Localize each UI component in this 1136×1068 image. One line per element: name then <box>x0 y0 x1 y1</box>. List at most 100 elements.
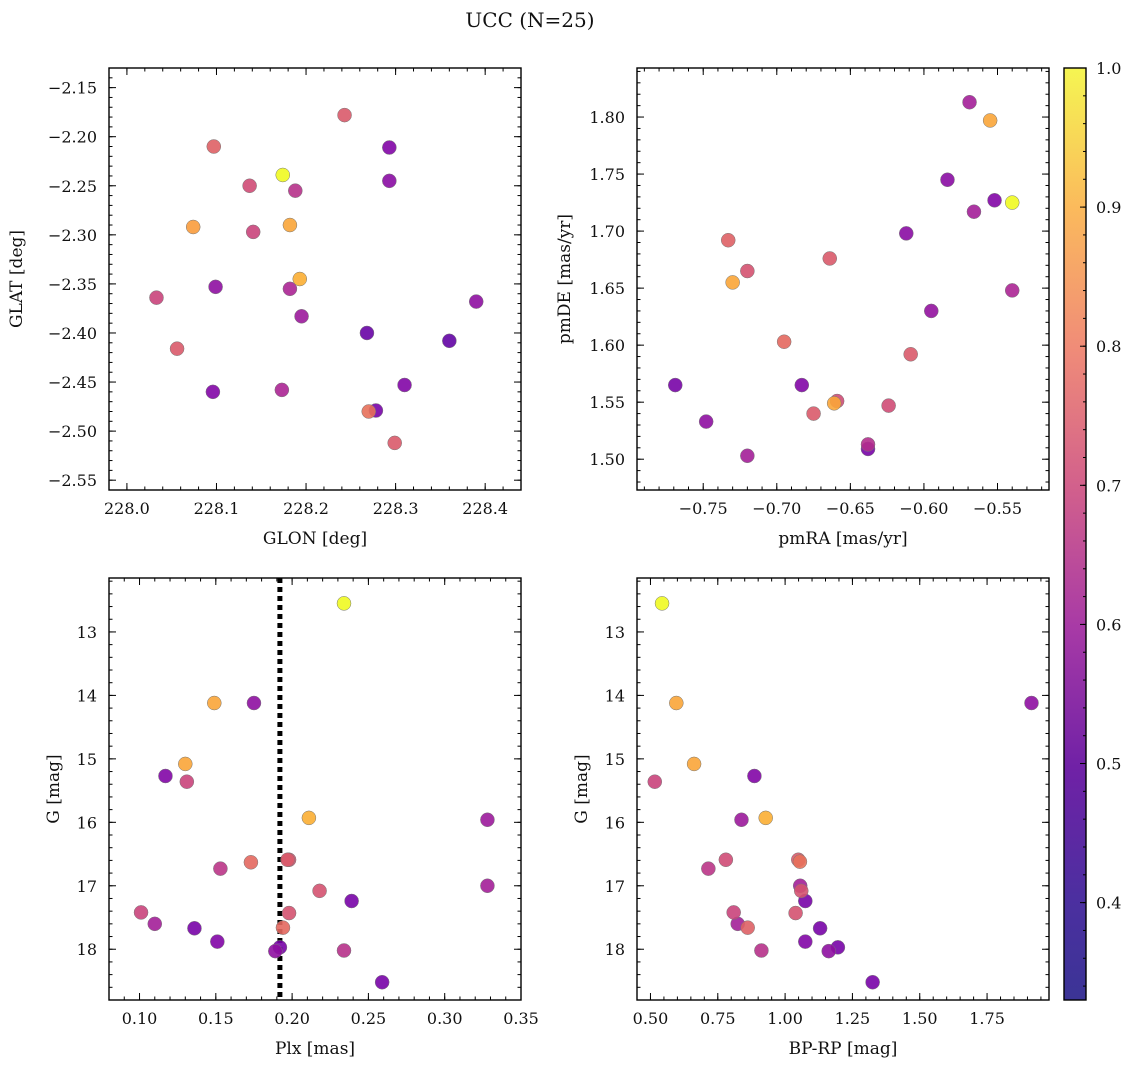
x-tick-label: 0.10 <box>122 1009 158 1028</box>
scatter-point <box>860 437 876 452</box>
y-tick-label: 17 <box>605 877 625 896</box>
scatter-point <box>344 893 359 909</box>
y-tick-label: −2.15 <box>48 79 97 98</box>
scatter-point <box>149 290 164 305</box>
scatter-point <box>740 263 755 279</box>
colorbar-tick-label: 0.5 <box>1096 755 1121 774</box>
scatter-point <box>206 139 222 154</box>
colorbar-tick-label: 0.7 <box>1096 476 1121 495</box>
y-tick-label: 15 <box>77 750 97 769</box>
y-tick-label: −2.35 <box>48 275 97 294</box>
x-tick-label: 228.3 <box>373 499 419 518</box>
colorbar-frame <box>1063 67 1087 1001</box>
scatter-point <box>480 878 495 894</box>
scatter-point <box>382 173 397 189</box>
x-tick-label: 0.75 <box>700 1009 736 1028</box>
scatter-point <box>812 921 828 936</box>
scatter-point <box>776 334 792 349</box>
y-tick-label: 1.55 <box>589 393 625 412</box>
panel-bprp-g: 0.50 0.75 1.00 1.25 1.50 1.75 13 14 15 16 17 18 BP-R… <box>572 577 1050 1059</box>
scatter-point <box>179 774 195 789</box>
x-tick-label: 0.35 <box>503 1009 539 1028</box>
colorbar-tick-label: 0.8 <box>1096 337 1121 356</box>
x-tick-label: −0.60 <box>899 499 948 518</box>
scatter-point <box>754 943 769 958</box>
scatter-point <box>294 309 309 324</box>
scatter-point <box>178 756 193 772</box>
scatter-point <box>726 905 741 920</box>
scatter-point <box>480 812 495 828</box>
scatter-point <box>133 905 149 920</box>
scatter-point <box>747 768 762 784</box>
scatter-point <box>668 377 683 393</box>
y-axis-label: pmDE [mas/yr] <box>555 214 575 344</box>
scatter-point <box>822 251 838 266</box>
y-axis-label: G [mag] <box>572 754 592 823</box>
scatter-point <box>242 178 257 194</box>
scatter-point <box>374 974 390 990</box>
colorbar-tick-label: 1.0 <box>1096 59 1121 78</box>
x-tick-label: 228.0 <box>104 499 150 518</box>
scatter-point <box>982 113 998 128</box>
scatter-point <box>169 341 185 356</box>
y-tick-label: 16 <box>77 813 97 832</box>
scatter-point <box>281 905 297 921</box>
x-tick-label: 1.25 <box>835 1009 871 1028</box>
y-tick-label: 17 <box>77 877 97 896</box>
y-tick-label: 14 <box>77 686 97 705</box>
y-tick-label: 18 <box>605 940 625 959</box>
scatter-point <box>966 204 982 219</box>
scatter-point <box>282 281 298 297</box>
y-tick-label: 13 <box>77 623 97 642</box>
y-tick-label: 1.50 <box>589 450 625 469</box>
scatter-point <box>243 855 259 870</box>
scatter-point <box>301 810 317 826</box>
scatter-point <box>275 167 291 183</box>
y-axis-label: G [mag] <box>44 754 64 823</box>
x-axis-label: Plx [mas] <box>275 1039 355 1059</box>
colorbar-tick-label: 0.9 <box>1096 198 1121 217</box>
y-tick-label: −2.25 <box>48 177 97 196</box>
y-tick-label: 1.60 <box>589 336 625 355</box>
scatter-point <box>158 768 173 784</box>
colorbar-tick-label: 0.6 <box>1096 615 1121 634</box>
x-axis-label: BP-RP [mag] <box>789 1039 898 1059</box>
x-tick-label: 0.30 <box>427 1009 463 1028</box>
x-tick-label: 1.50 <box>902 1009 938 1028</box>
scatter-point <box>208 279 223 295</box>
scatter-point <box>282 217 298 233</box>
scatter-point <box>245 224 261 240</box>
scatter-point <box>740 448 755 464</box>
x-tick-label: 1.00 <box>767 1009 803 1028</box>
scatter-point <box>654 596 670 611</box>
scatter-point <box>865 974 880 990</box>
scatter-point <box>268 943 283 959</box>
y-tick-label: 1.75 <box>589 165 625 184</box>
x-tick-label: 0.20 <box>274 1009 310 1028</box>
y-axis-label: GLAT [deg] <box>7 230 27 328</box>
scatter-point <box>187 921 202 936</box>
x-tick-label: −0.65 <box>826 499 875 518</box>
scatter-point <box>359 325 375 341</box>
scatter-point <box>701 861 716 876</box>
axes-frame <box>108 577 522 1001</box>
y-tick-label: −2.55 <box>48 471 97 490</box>
scatter-point <box>274 382 290 398</box>
scatter-point <box>647 774 663 789</box>
scatter-point <box>698 414 714 429</box>
scatter-point <box>288 183 303 198</box>
scatter-point <box>205 384 221 400</box>
scatter-point <box>210 934 225 949</box>
scatter-point <box>669 695 684 711</box>
scatter-point <box>940 172 955 188</box>
scatter-point <box>962 94 977 110</box>
scatter-point <box>725 275 740 290</box>
scatter-point <box>397 377 412 393</box>
y-tick-label: 16 <box>605 813 625 832</box>
scatter-point <box>792 854 808 869</box>
panel-glon-glat: 228.0 228.1 228.2 228.3 228.4 −2.15 −2.20 −2.25… <box>7 67 522 549</box>
scatter-point <box>686 756 702 772</box>
scatter-point <box>387 435 402 451</box>
x-tick-label: 228.2 <box>283 499 329 518</box>
